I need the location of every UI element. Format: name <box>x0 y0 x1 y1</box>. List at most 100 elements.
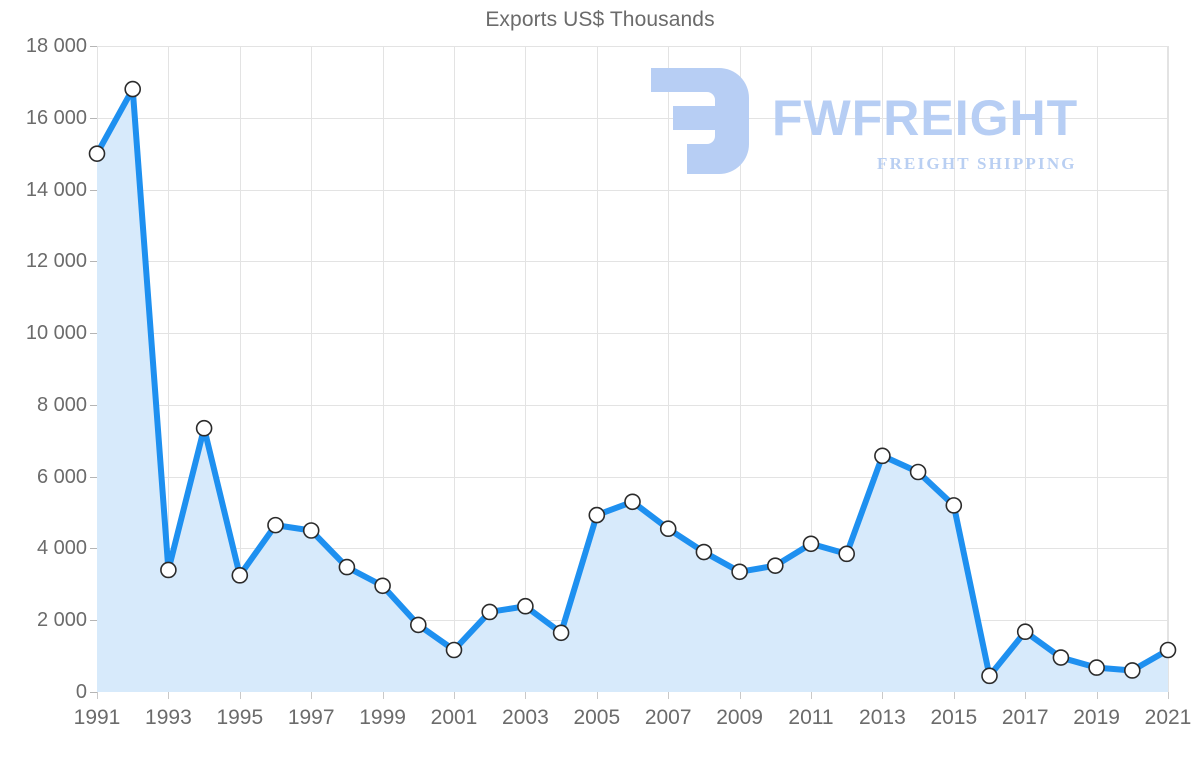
y-tick-mark <box>90 548 97 550</box>
y-tick-mark <box>90 261 97 263</box>
x-tick-label: 2015 <box>930 706 978 729</box>
x-tick-mark <box>668 692 670 699</box>
data-point-marker[interactable]: 2001: 1170 <box>445 641 463 659</box>
x-tick-mark <box>596 692 598 699</box>
gridline-vertical <box>454 46 455 692</box>
gridline-vertical <box>596 46 598 692</box>
y-tick-label: 10 000 <box>25 322 87 345</box>
gridline-vertical <box>739 46 741 692</box>
x-tick-mark <box>811 692 812 699</box>
x-tick-mark <box>953 692 955 699</box>
y-tick-label: 16 000 <box>25 106 87 129</box>
gridline-vertical <box>668 46 670 692</box>
y-tick-label: 8 000 <box>36 393 87 416</box>
x-tick-mark <box>882 692 884 699</box>
data-point-marker[interactable]: 1991: 15000 <box>88 145 106 162</box>
data-point-marker[interactable]: 1993: 3400 <box>160 561 177 579</box>
x-tick-mark <box>239 692 241 699</box>
x-tick-label: 2005 <box>573 706 621 729</box>
x-tick-mark <box>454 692 455 699</box>
data-point-marker[interactable]: 2007: 4550 <box>659 520 677 538</box>
gridline-vertical <box>1168 46 1169 692</box>
x-tick-label: 2011 <box>788 706 834 729</box>
data-point-marker[interactable]: 2013: 6580 <box>874 447 891 465</box>
data-point-marker[interactable]: 2006: 5300 <box>624 493 641 511</box>
x-tick-mark <box>382 692 384 699</box>
y-tick-mark <box>90 476 97 478</box>
data-point-marker[interactable]: 2014: 6130 <box>909 463 927 481</box>
x-tick-label: 2017 <box>1001 706 1049 729</box>
gridline-horizontal <box>97 476 1168 478</box>
y-tick-mark <box>90 46 97 47</box>
data-point-marker[interactable]: 2017: 1680 <box>1016 623 1034 641</box>
x-tick-label: 2009 <box>716 706 763 729</box>
data-point-marker[interactable]: 2004: 1650 <box>552 624 570 642</box>
gridline-vertical <box>953 46 955 692</box>
data-point-marker[interactable]: 2020: 600 <box>1124 662 1141 679</box>
data-point-marker[interactable]: 2002: 2230 <box>481 603 499 621</box>
data-point-marker[interactable]: 1992: 16800 <box>124 80 142 98</box>
y-tick-label: 18 000 <box>25 35 87 57</box>
gridline-horizontal <box>97 404 1168 406</box>
exports-area-series: 1991: 15000 1992: 16800 1993: 3400 1994: 73… <box>88 80 1177 692</box>
x-tick-label: 1995 <box>216 706 264 729</box>
data-point-marker[interactable]: 2019: 680 <box>1088 659 1105 676</box>
x-tick-label: 1997 <box>287 706 335 729</box>
y-tick-label: 6 000 <box>36 465 87 488</box>
data-point-marker[interactable]: 2003: 2390 <box>517 597 534 615</box>
gridline-vertical <box>882 46 884 692</box>
data-point-marker[interactable]: 2016: 450 <box>981 667 998 685</box>
x-tick-label: 2021 <box>1144 706 1192 729</box>
data-point-marker[interactable]: 1995: 3250 <box>231 567 249 584</box>
gridline-horizontal <box>97 333 1168 335</box>
y-tick-label: 0 <box>75 681 87 703</box>
y-tick-mark <box>90 620 97 622</box>
y-tick-label: 14 000 <box>25 178 87 201</box>
data-point-marker[interactable]: 2010: 3520 <box>766 557 784 574</box>
x-tick-mark <box>525 692 527 699</box>
data-point-marker[interactable]: 2018: 960 <box>1052 649 1070 666</box>
data-point-marker[interactable]: 1997: 4500 <box>302 522 320 539</box>
gridline-horizontal <box>97 117 1168 119</box>
plot-area: 1991: 15000 1992: 16800 1993: 3400 1994: 73… <box>88 46 1177 692</box>
data-point-marker[interactable]: 2011: 4130 <box>802 535 820 553</box>
x-tick-label: 1993 <box>145 706 192 729</box>
x-tick-mark <box>739 692 741 699</box>
x-tick-mark <box>1025 692 1027 699</box>
x-tick-label: 1999 <box>359 706 406 729</box>
y-tick-mark <box>90 404 97 406</box>
x-tick-mark <box>1168 692 1169 699</box>
gridline-vertical <box>1096 46 1098 692</box>
plot-frame-right <box>1167 46 1168 692</box>
gridline-vertical <box>1025 46 1027 692</box>
data-point-marker[interactable]: 2008: 3900 <box>695 543 713 561</box>
y-tick-label: 4 000 <box>36 537 87 560</box>
data-point-marker[interactable]: 2021: 1170 <box>1159 641 1177 659</box>
data-point-marker[interactable]: 2009: 3350 <box>731 563 748 581</box>
data-point-marker[interactable]: 1994: 7350 <box>195 419 213 437</box>
x-tick-label: 2007 <box>644 706 692 729</box>
x-tick-label: 2019 <box>1073 706 1120 729</box>
data-point-marker[interactable]: 1996: 4650 <box>267 516 284 534</box>
data-point-marker[interactable]: 2005: 4930 <box>588 506 606 524</box>
gridline-vertical <box>525 46 527 692</box>
y-tick-mark <box>90 117 97 119</box>
x-tick-label: 1991 <box>73 706 121 729</box>
gridline-horizontal <box>97 46 1168 47</box>
y-tick-label: 12 000 <box>25 250 87 273</box>
data-point-marker[interactable]: 2012: 3850 <box>838 545 856 563</box>
data-point-marker[interactable]: 1998: 3480 <box>338 558 356 576</box>
x-tick-mark <box>1096 692 1098 699</box>
data-point-marker[interactable]: 1999: 2960 <box>374 577 391 595</box>
chart-title: Exports US$ Thousands <box>485 8 715 31</box>
x-tick-mark <box>97 692 98 699</box>
series-area-fill <box>97 89 1168 692</box>
gridline-vertical <box>311 46 313 692</box>
gridline-horizontal <box>97 261 1168 263</box>
y-tick-mark <box>90 692 97 693</box>
y-tick-label: 2 000 <box>36 609 87 632</box>
y-tick-mark <box>90 333 97 335</box>
